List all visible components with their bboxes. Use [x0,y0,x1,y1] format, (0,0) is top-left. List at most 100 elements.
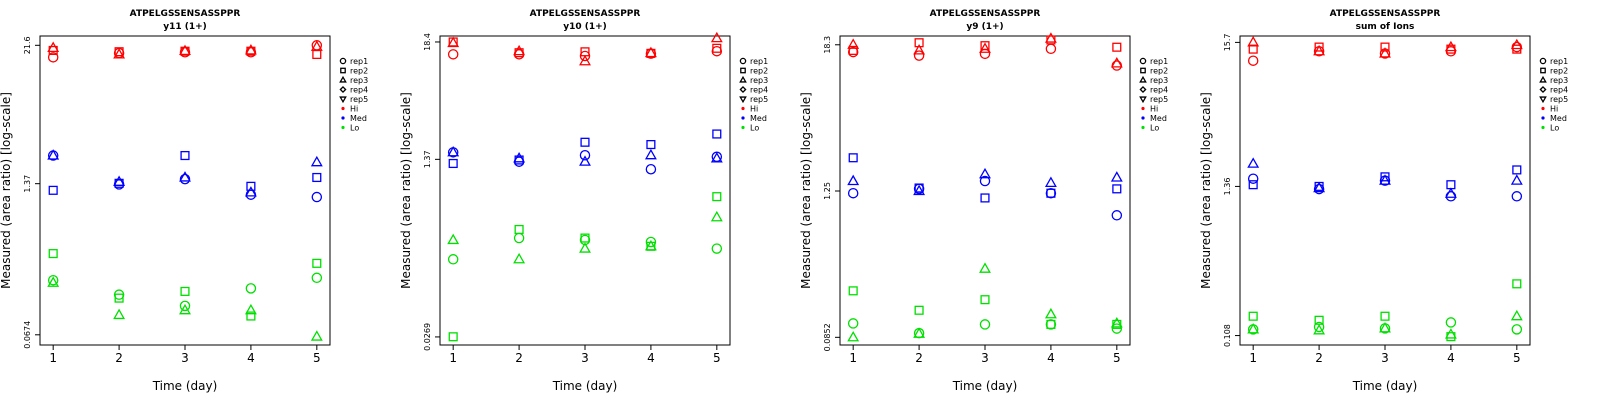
data-point [310,155,323,167]
data-point [113,308,126,320]
legend-symbol [739,96,747,104]
legend-label: Hi [750,105,758,114]
data-point [644,239,657,251]
legend-symbol [1141,106,1145,111]
data-point [113,48,126,59]
x-tick-label: 3 [181,351,189,365]
y-tick-label: 0.0269 [423,323,432,351]
legend-label: Hi [350,105,358,114]
data-point [914,305,924,315]
data-point [47,149,60,160]
y-tick-label: 21.6 [23,36,32,54]
legend-symbol [341,116,345,120]
data-point [847,46,859,58]
data-point [1045,319,1057,330]
legend-label: rep1 [1550,57,1568,66]
data-point [914,183,924,193]
x-tick-label: 3 [1381,351,1389,365]
data-point [847,330,860,342]
x-tick-label: 3 [981,351,989,365]
chart-subtitle: y11 (1+) [163,22,207,32]
data-point [1379,322,1391,333]
legend-symbol [1541,125,1545,130]
data-point [179,300,191,312]
legend-label: Lo [1150,124,1159,133]
y-axis-label: Measured (area ratio) [log-scale] [1199,92,1213,289]
series-med [47,149,323,203]
chart-title: ATPELGSSENSASSPPR [1330,9,1441,19]
legend-symbol [339,57,347,65]
legend-label: Med [1550,114,1567,123]
chart-title: ATPELGSSENSASSPPR [130,9,241,19]
data-point [447,233,460,245]
data-point [847,187,859,199]
data-point [1045,43,1057,55]
data-point [1110,57,1123,68]
data-point [114,293,124,303]
data-point [913,327,926,338]
series-med [1247,157,1523,202]
data-point [180,150,190,161]
y-tick-label: 18.3 [823,36,832,54]
legend-symbol [1539,96,1547,104]
data-point [245,189,257,200]
series-hi [847,32,1123,71]
x-tick-label: 2 [115,351,123,365]
x-tick-label: 1 [849,351,857,365]
data-point [180,286,190,296]
data-point [1380,311,1390,321]
x-tick-label: 2 [915,351,923,365]
data-point [710,151,723,163]
series-med [847,153,1123,221]
data-point [1511,41,1523,53]
data-point [513,232,525,244]
chart-title: ATPELGSSENSASSPPR [530,9,641,19]
legend-label: rep4 [750,86,768,95]
data-point [1313,181,1326,193]
chart-subtitle: y10 (1+) [563,22,607,32]
data-point [1111,60,1123,71]
legend-label: rep2 [1150,67,1168,76]
data-point [711,243,723,254]
chart-title: ATPELGSSENSASSPPR [930,9,1041,19]
data-point [711,45,723,57]
data-point [310,40,323,51]
data-point [1444,40,1457,52]
y-tick-label: 15.7 [1223,33,1232,51]
legend-label: rep2 [1550,67,1568,76]
data-point [1444,187,1457,198]
legend-symbol [1139,57,1147,65]
y-tick-label: 0.0674 [23,321,32,349]
legend-symbol [1539,75,1547,83]
legend-symbol [339,85,347,94]
x-tick-label: 5 [1513,351,1521,365]
legend-label: Med [750,114,767,123]
data-point [712,43,722,53]
data-point [1044,307,1057,319]
data-point [579,54,591,66]
x-tick-label: 4 [647,351,655,365]
data-point [1510,174,1523,185]
legend-symbol [1141,125,1145,130]
legend-label: rep4 [1550,86,1568,95]
data-point [847,174,860,186]
data-point [1314,42,1324,52]
data-point [1445,46,1457,57]
x-tick-label: 1 [1249,351,1257,365]
data-point [47,52,59,63]
legend-label: rep5 [750,95,768,104]
legend-symbol [1139,96,1147,104]
data-point [447,49,459,60]
legend-label: rep5 [350,95,368,104]
data-point [1380,172,1390,182]
data-point [1247,322,1260,334]
x-tick-label: 3 [581,351,589,365]
series-lo [1247,279,1523,342]
plot-frame [1239,35,1531,346]
legend-symbol [739,75,747,83]
data-point [1248,311,1258,321]
y-tick-label: 0.108 [1223,324,1232,347]
data-point [48,249,58,259]
legend-symbol [739,85,747,94]
